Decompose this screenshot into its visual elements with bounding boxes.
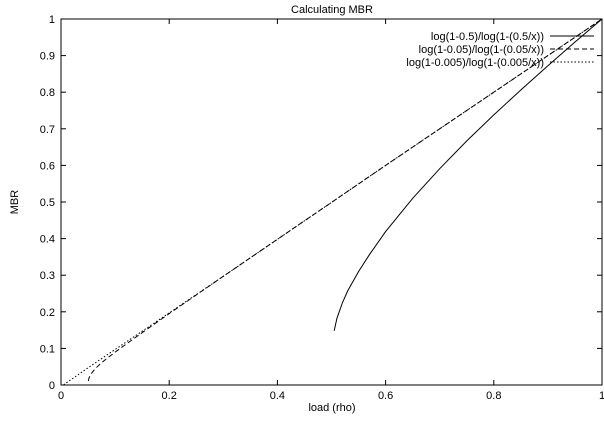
x-tick-label: 1: [599, 390, 604, 402]
y-tick-label: 0.9: [40, 51, 55, 63]
y-axis-label: MBR: [9, 190, 21, 215]
y-tick-label: 0.5: [40, 197, 55, 209]
legend-label-2: log(1-0.05)/log(1-(0.05/x)): [419, 44, 544, 56]
y-tick-label: 0.3: [40, 270, 55, 282]
y-tick-label: 0.7: [40, 124, 55, 136]
legend-label-1: log(1-0.5)/log(1-(0.5/x)): [431, 31, 544, 43]
chart-title: Calculating MBR: [291, 4, 373, 16]
y-tick-label: 0.1: [40, 343, 55, 355]
x-tick-label: 0: [58, 390, 64, 402]
series-line-3: [63, 18, 603, 386]
series-line-2: [87, 18, 603, 382]
y-tick-label: 1: [49, 14, 55, 26]
y-tick-label: 0.4: [40, 234, 55, 246]
legend-label-3: log(1-0.005)/log(1-(0.005/x)): [406, 57, 544, 69]
y-tick-label: 0.2: [40, 307, 55, 319]
x-axis: 0 0.2 0.4 0.6 0.8 1: [58, 19, 604, 402]
legend: log(1-0.5)/log(1-(0.5/x))log(1-0.05)/log…: [406, 31, 594, 69]
series-line-1: [333, 18, 603, 331]
y-tick-label: 0.8: [40, 87, 55, 99]
x-tick-label: 0.6: [378, 390, 393, 402]
y-axis: 0 0.1 0.2 0.3 0.4 0.5 0.6 0.7 0.8 0.9 1: [40, 14, 602, 392]
x-tick-label: 0.2: [162, 390, 177, 402]
x-axis-label: load (rho): [308, 402, 355, 414]
series-layer: [63, 18, 603, 386]
y-tick-label: 0.6: [40, 160, 55, 172]
x-tick-label: 0.8: [486, 390, 501, 402]
x-tick-label: 0.4: [270, 390, 285, 402]
y-tick-label: 0: [49, 380, 55, 392]
